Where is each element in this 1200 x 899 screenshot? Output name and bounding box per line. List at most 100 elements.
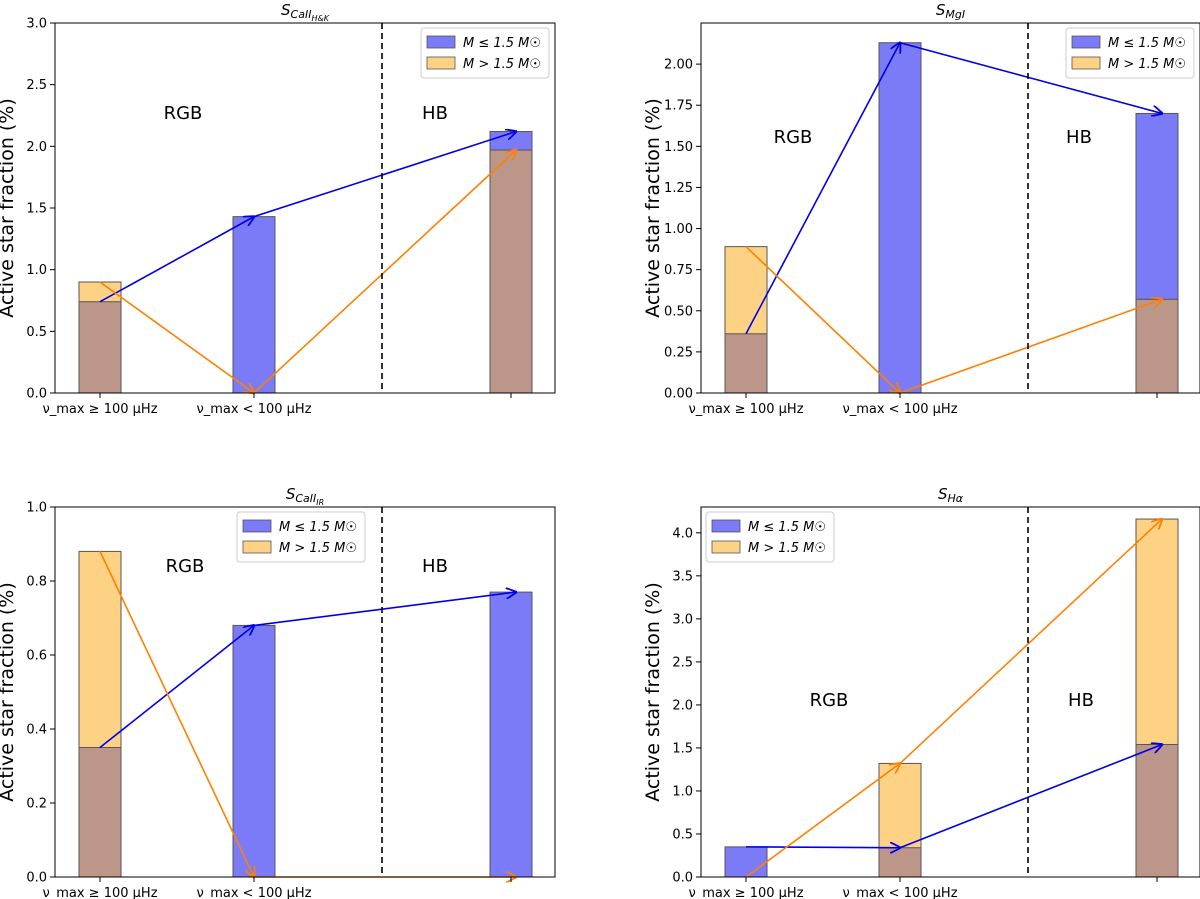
high-mass-arrow-1 (99, 281, 254, 393)
bar-overlap-1 (724, 333, 768, 394)
legend: M ≤ 1.5 M☉ M > 1.5 M☉ (1065, 27, 1195, 79)
bar-low-mass-2 (232, 624, 276, 878)
low-mass-arrow-1 (99, 625, 254, 749)
y-tick-label: 0.25 (664, 345, 693, 360)
panel-title: SHα (938, 485, 964, 505)
y-tick-label: 0.5 (672, 827, 693, 842)
legend-swatch-low-mass (711, 519, 741, 533)
y-tick-label: 1.75 (664, 99, 693, 114)
y-tick-label: 1.0 (26, 263, 47, 278)
legend-label-high-mass: M > 1.5 M☉ (1108, 57, 1186, 72)
y-tick-label: 1.5 (26, 202, 47, 217)
panel-2: 0.00 0.25 0.50 0.75 1.00 1.25 1.50 1.75 2.00 ν_ma… (642, 1, 1200, 417)
x-tick-label: ν_max < 100 μHz (842, 402, 957, 417)
legend-label-low-mass: M ≤ 1.5 M☉ (279, 520, 357, 535)
low-mass-arrow-1 (745, 43, 900, 335)
low-mass-arrow-1 (745, 847, 900, 848)
bar-overlap-3 (1135, 298, 1179, 394)
y-tick-label: 1.5 (672, 741, 693, 756)
high-mass-arrow-1 (99, 551, 254, 877)
legend: M ≤ 1.5 M☉ M > 1.5 M☉ (236, 511, 366, 563)
low-mass-arrow-2 (899, 41, 1162, 114)
y-tick-label: 1.00 (664, 222, 693, 237)
low-mass-arrow-2 (899, 744, 1162, 849)
region-label-rgb: RGB (164, 103, 203, 124)
y-tick-label: 0.75 (664, 263, 693, 278)
panel-4: 0.0 0.5 1.0 1.5 2.0 2.5 3.0 3.5 4.0 ν_max ≥ 100 μ… (642, 485, 1200, 899)
bar-overlap-1 (78, 301, 122, 394)
y-tick-label: 0.2 (26, 797, 47, 812)
panel-3: 0.0 0.2 0.4 0.6 0.8 1.0 ν_max ≥ 100 μHz ν_max <… (0, 485, 556, 899)
y-tick-label: 4.0 (672, 526, 693, 541)
high-mass-arrow-2 (253, 150, 516, 394)
bar-low-mass-2 (232, 216, 276, 394)
y-tick-label: 3.5 (672, 569, 693, 584)
panel-title: SMgI (936, 1, 965, 21)
legend-label-low-mass: M ≤ 1.5 M☉ (463, 36, 541, 51)
high-mass-arrow-2 (899, 519, 1162, 765)
x-tick-label: ν_max < 100 μHz (842, 886, 957, 899)
bar-overlap-1 (78, 747, 122, 878)
bar-low-mass-1 (724, 846, 768, 878)
y-tick-label: 2.0 (672, 698, 693, 713)
low-mass-arrow-1 (99, 217, 254, 303)
y-axis-label: Active star fraction (%) (0, 98, 18, 318)
panel-title: SCaIIIR (286, 485, 324, 507)
legend-swatch-low-mass (242, 519, 272, 533)
y-axis-label: Active star fraction (%) (642, 98, 664, 318)
high-mass-arrow-1 (745, 763, 900, 878)
panel-1: 0.0 0.5 1.0 1.5 2.0 2.5 3.0 ν_max ≥ 100 μHz ν_ma… (0, 1, 556, 417)
region-label-hb: HB (422, 556, 448, 577)
x-tick-label: ν_max < 100 μHz (196, 402, 311, 417)
low-mass-arrow-2 (253, 132, 516, 218)
region-label-rgb: RGB (810, 690, 849, 711)
region-label-hb: HB (1066, 127, 1092, 148)
y-tick-label: 3.0 (26, 17, 47, 32)
y-tick-label: 0.00 (664, 387, 693, 402)
y-tick-label: 0.4 (26, 723, 47, 738)
y-tick-label: 1.0 (26, 501, 47, 516)
legend-label-low-mass: M ≤ 1.5 M☉ (1108, 36, 1186, 51)
legend: M ≤ 1.5 M☉ M > 1.5 M☉ (705, 511, 835, 563)
y-tick-label: 2.5 (672, 655, 693, 670)
legend-swatch-high-mass (242, 540, 272, 554)
y-tick-label: 0.0 (26, 871, 47, 886)
high-mass-arrow-1 (745, 246, 900, 393)
y-tick-label: 0.6 (26, 649, 47, 664)
legend-swatch-low-mass (1071, 35, 1101, 49)
region-label-hb: HB (1068, 690, 1094, 711)
y-axis-label: Active star fraction (%) (0, 582, 18, 802)
axes-frame (700, 506, 1200, 878)
y-tick-label: 1.50 (664, 140, 693, 155)
x-tick-label: ν_max ≥ 100 μHz (688, 402, 803, 417)
y-tick-label: 0.5 (26, 325, 47, 340)
legend-swatch-high-mass (1071, 56, 1101, 70)
x-tick-label: ν_max < 100 μHz (196, 886, 311, 899)
y-tick-label: 0.8 (26, 575, 47, 590)
x-tick-label: ν_max ≥ 100 μHz (42, 886, 157, 899)
region-label-rgb: RGB (774, 127, 813, 148)
panel-title: SCaIIH&K (281, 1, 330, 23)
y-tick-label: 2.0 (26, 140, 47, 155)
y-tick-label: 2.5 (26, 78, 47, 93)
y-tick-label: 1.0 (672, 784, 693, 799)
bar-overlap-3 (1135, 743, 1179, 878)
bar-low-mass-3 (489, 591, 533, 878)
legend-swatch-high-mass (426, 56, 456, 70)
y-tick-label: 2.00 (664, 58, 693, 73)
y-tick-label: 3.0 (672, 612, 693, 627)
legend-swatch-low-mass (426, 35, 456, 49)
y-tick-label: 1.25 (664, 181, 693, 196)
region-label-hb: HB (422, 103, 448, 124)
x-tick-label: ν_max ≥ 100 μHz (688, 886, 803, 899)
legend-swatch-high-mass (711, 540, 741, 554)
bar-overlap-3 (489, 149, 533, 394)
legend-label-low-mass: M ≤ 1.5 M☉ (748, 520, 826, 535)
axes-frame (700, 22, 1200, 394)
legend-label-high-mass: M > 1.5 M☉ (279, 541, 357, 556)
y-tick-label: 0.0 (672, 871, 693, 886)
low-mass-arrow-2 (253, 592, 516, 627)
y-axis-label: Active star fraction (%) (642, 582, 664, 802)
x-tick-label: ν_max ≥ 100 μHz (42, 402, 157, 417)
